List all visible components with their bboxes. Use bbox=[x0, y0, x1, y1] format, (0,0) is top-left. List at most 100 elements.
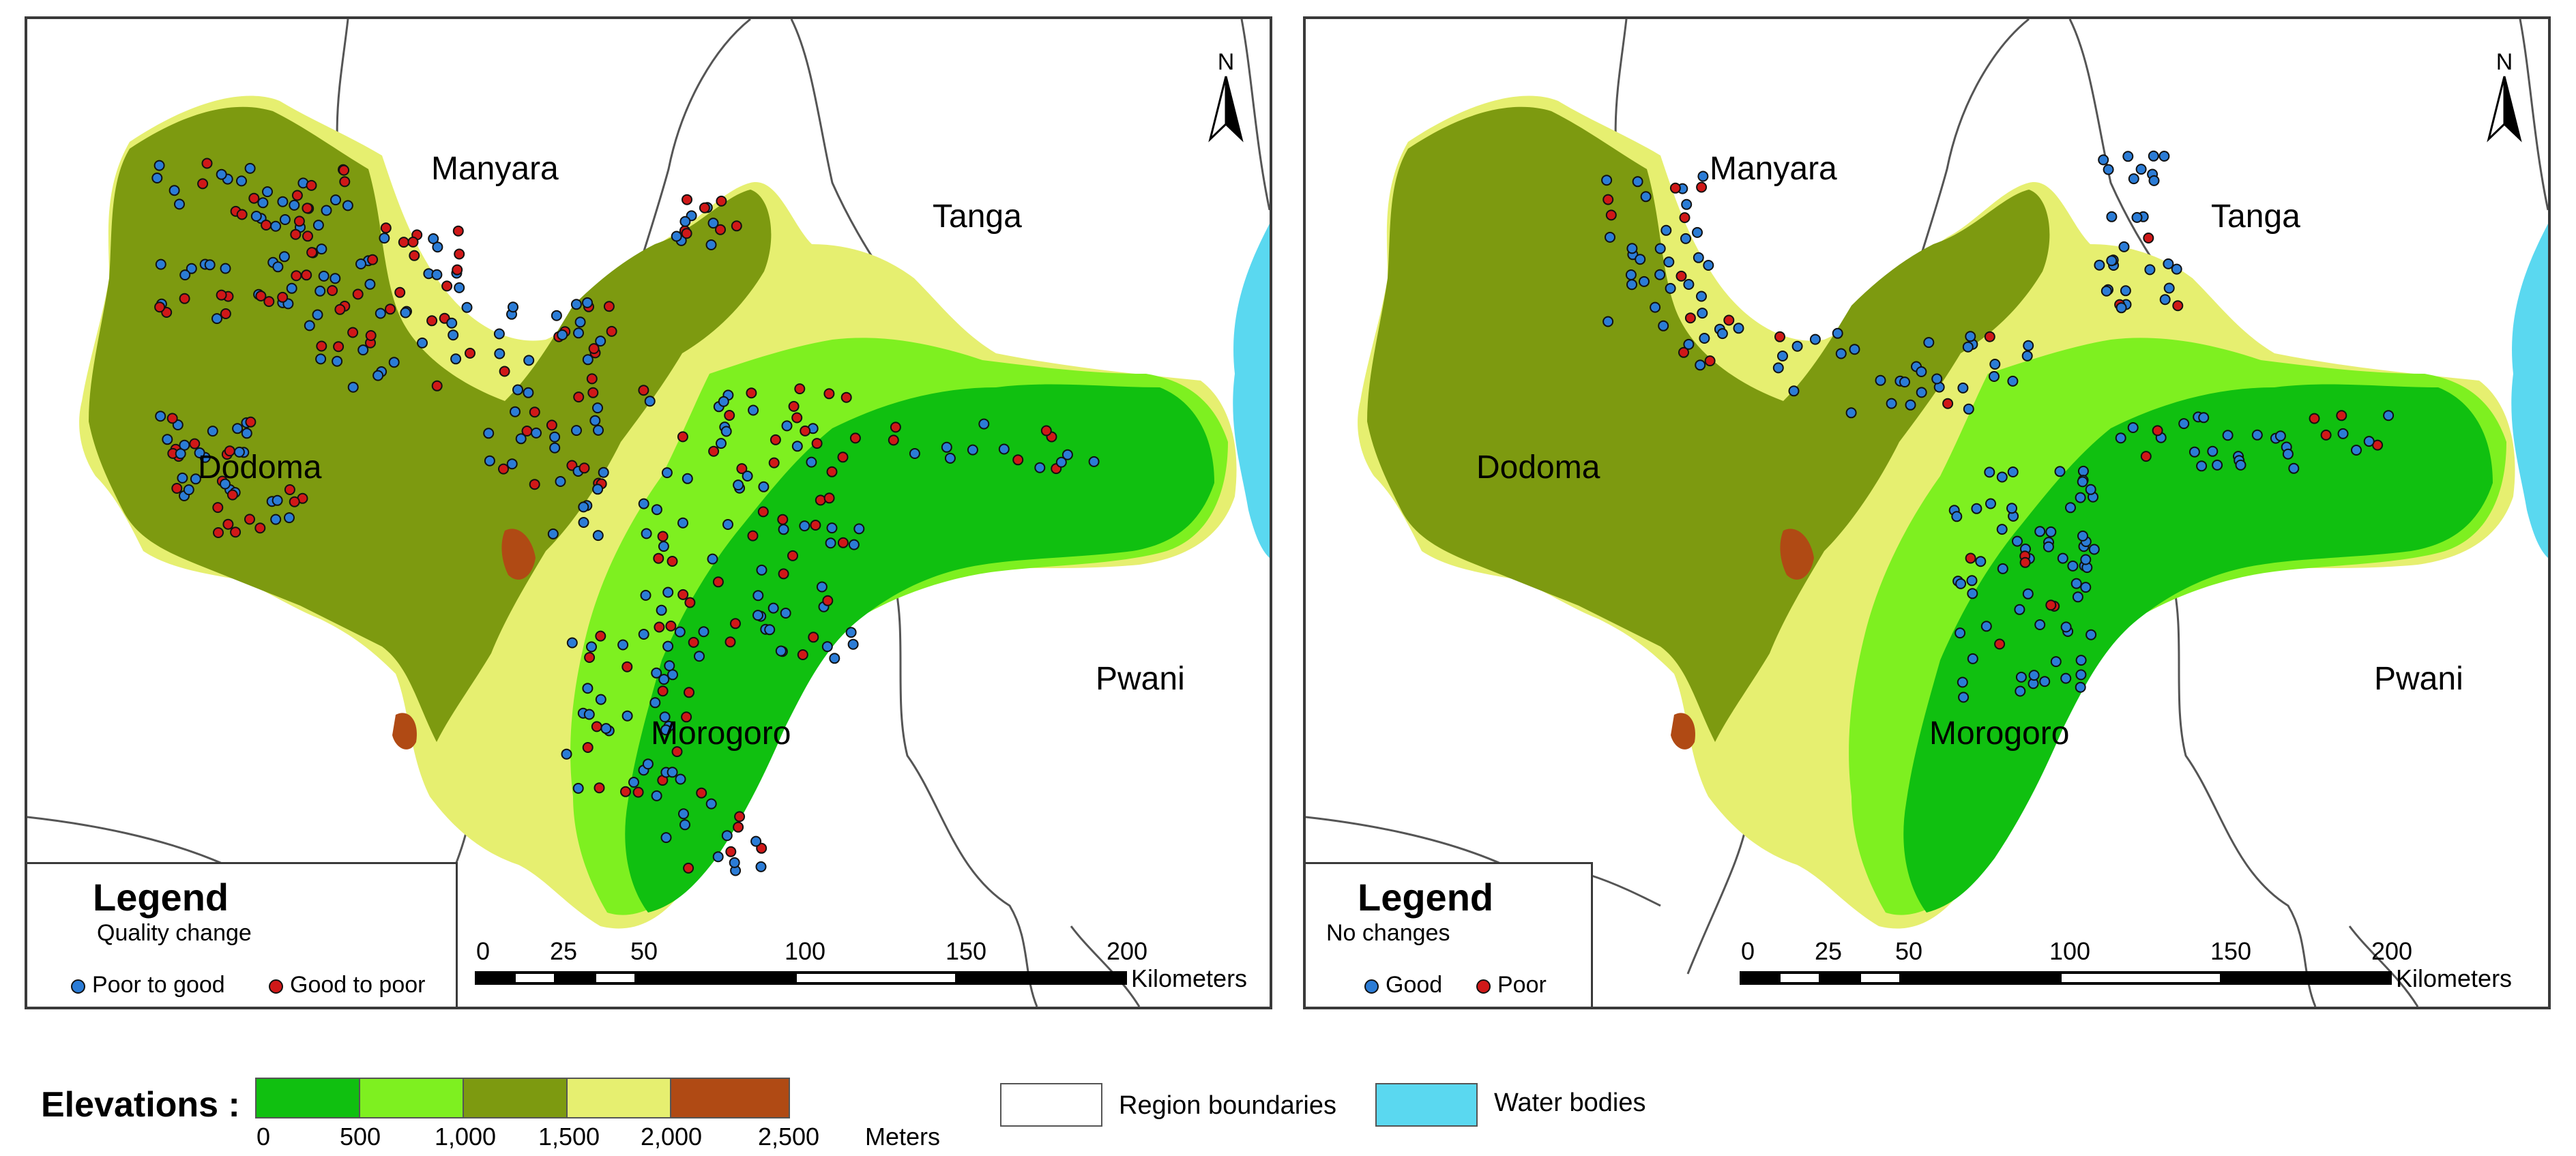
sample-point-blue bbox=[1845, 407, 1857, 419]
region-label-tanga: Tanga bbox=[933, 198, 1022, 235]
sample-point-blue bbox=[506, 458, 518, 470]
sample-point-blue bbox=[2159, 294, 2171, 306]
sample-point-blue bbox=[1788, 385, 1800, 397]
sample-point-blue bbox=[2060, 672, 2072, 684]
sample-point-red bbox=[688, 636, 699, 648]
sample-point-red bbox=[529, 406, 540, 418]
map-panel-no-changes: Manyara Tanga Dodoma Pwani Morogoro N Le… bbox=[1303, 16, 2551, 1009]
scale-tick: 200 bbox=[1106, 937, 1148, 965]
sample-point-blue bbox=[2080, 554, 2092, 565]
sample-point-red bbox=[588, 343, 600, 355]
sample-point-blue bbox=[233, 446, 245, 458]
sample-point-blue bbox=[799, 520, 810, 532]
region-label-morogoro: Morogoro bbox=[651, 715, 791, 752]
sample-point-red bbox=[2320, 429, 2332, 441]
sample-point-red bbox=[594, 782, 605, 794]
sample-point-blue bbox=[698, 626, 709, 638]
sample-point-blue bbox=[2106, 255, 2118, 267]
sample-point-blue bbox=[729, 857, 740, 868]
sample-point-red bbox=[333, 341, 345, 353]
sample-point-blue bbox=[244, 162, 256, 174]
sample-point-blue bbox=[510, 406, 521, 417]
sample-point-blue bbox=[578, 517, 589, 528]
scale-tick: 100 bbox=[784, 937, 826, 965]
sample-point-blue bbox=[1985, 498, 1996, 509]
sample-point-blue bbox=[2075, 681, 2086, 693]
sample-point-red bbox=[579, 462, 590, 474]
north-arrow-icon: N bbox=[1208, 49, 1244, 143]
sample-point-blue bbox=[2045, 526, 2057, 537]
sample-point-red bbox=[823, 492, 835, 504]
sample-point-blue bbox=[756, 564, 767, 576]
sample-point-blue bbox=[742, 471, 753, 481]
sample-point-blue bbox=[417, 337, 428, 349]
sample-point-blue bbox=[194, 447, 205, 458]
sample-point-red bbox=[586, 373, 598, 385]
sample-point-red bbox=[657, 531, 669, 542]
sample-point-blue bbox=[2207, 445, 2219, 457]
sample-point-blue bbox=[321, 205, 332, 216]
sample-point-blue bbox=[2007, 375, 2019, 387]
sample-point-blue bbox=[642, 758, 654, 770]
sample-point-blue bbox=[523, 387, 534, 398]
sample-point-red bbox=[394, 286, 406, 298]
sample-point-blue bbox=[151, 173, 163, 183]
sample-point-blue bbox=[1931, 373, 1943, 385]
sample-point-blue bbox=[2103, 164, 2114, 175]
sample-point-blue bbox=[658, 541, 669, 552]
sample-point-blue bbox=[2022, 588, 2034, 599]
sample-point-blue bbox=[1055, 456, 1067, 468]
sample-point-red bbox=[730, 618, 741, 629]
sample-point-blue bbox=[2383, 410, 2395, 421]
sample-point-blue bbox=[825, 537, 836, 549]
sample-point-blue bbox=[1695, 359, 1706, 371]
sample-point-blue bbox=[707, 218, 719, 229]
sample-point-blue bbox=[1602, 316, 1614, 327]
sample-point-blue bbox=[1875, 374, 1886, 386]
sample-point-blue bbox=[720, 426, 732, 437]
sample-point-blue bbox=[909, 448, 920, 459]
sample-point-blue bbox=[1967, 588, 1978, 599]
elevation-zone-2000-2500 bbox=[1780, 529, 1814, 580]
sample-point-blue bbox=[572, 782, 584, 794]
sample-point-red bbox=[1602, 194, 1614, 205]
sample-point-red bbox=[255, 291, 267, 301]
sample-point-red bbox=[657, 685, 669, 697]
sample-point-blue bbox=[566, 637, 578, 649]
sample-points bbox=[151, 158, 1100, 876]
scale-bar-graphic bbox=[1740, 971, 2392, 985]
sample-point-blue bbox=[705, 798, 717, 810]
sample-point-red bbox=[708, 445, 720, 457]
sample-point-blue bbox=[1984, 466, 1995, 478]
sample-point-blue bbox=[718, 396, 729, 407]
sample-point-red bbox=[2019, 557, 2031, 568]
sample-point-red bbox=[1675, 270, 1687, 282]
sample-point-blue bbox=[216, 168, 227, 180]
sample-point-blue bbox=[589, 415, 601, 426]
sample-point-blue bbox=[1965, 331, 1976, 342]
sample-point-red bbox=[683, 862, 694, 874]
sample-point-red bbox=[1994, 638, 2006, 650]
sample-point-blue bbox=[848, 539, 860, 550]
sample-point-blue bbox=[551, 310, 562, 321]
sample-point-blue bbox=[2094, 259, 2105, 271]
sample-point-blue bbox=[1650, 301, 1661, 313]
sample-point-blue bbox=[651, 667, 662, 679]
sample-point-red bbox=[682, 194, 692, 205]
sample-point-blue bbox=[2106, 211, 2118, 222]
sample-point-blue bbox=[816, 581, 828, 593]
sample-point-red bbox=[665, 620, 677, 632]
sample-point-blue bbox=[236, 175, 247, 187]
sample-point-blue bbox=[1777, 351, 1788, 361]
sample-point-blue bbox=[1957, 677, 1968, 688]
sample-point-red bbox=[301, 269, 312, 281]
sample-point-blue bbox=[270, 220, 282, 232]
elevation-zone-2000-2500 bbox=[1671, 713, 1695, 750]
sample-point-blue bbox=[241, 428, 252, 439]
sample-point-blue bbox=[1958, 692, 1970, 703]
elevation-tick: 2,500 bbox=[757, 1123, 820, 1151]
sample-point-red bbox=[1669, 182, 1681, 194]
sample-point-blue bbox=[1989, 371, 2000, 382]
sample-point-blue bbox=[2015, 671, 2027, 683]
water-body bbox=[1233, 224, 1270, 558]
